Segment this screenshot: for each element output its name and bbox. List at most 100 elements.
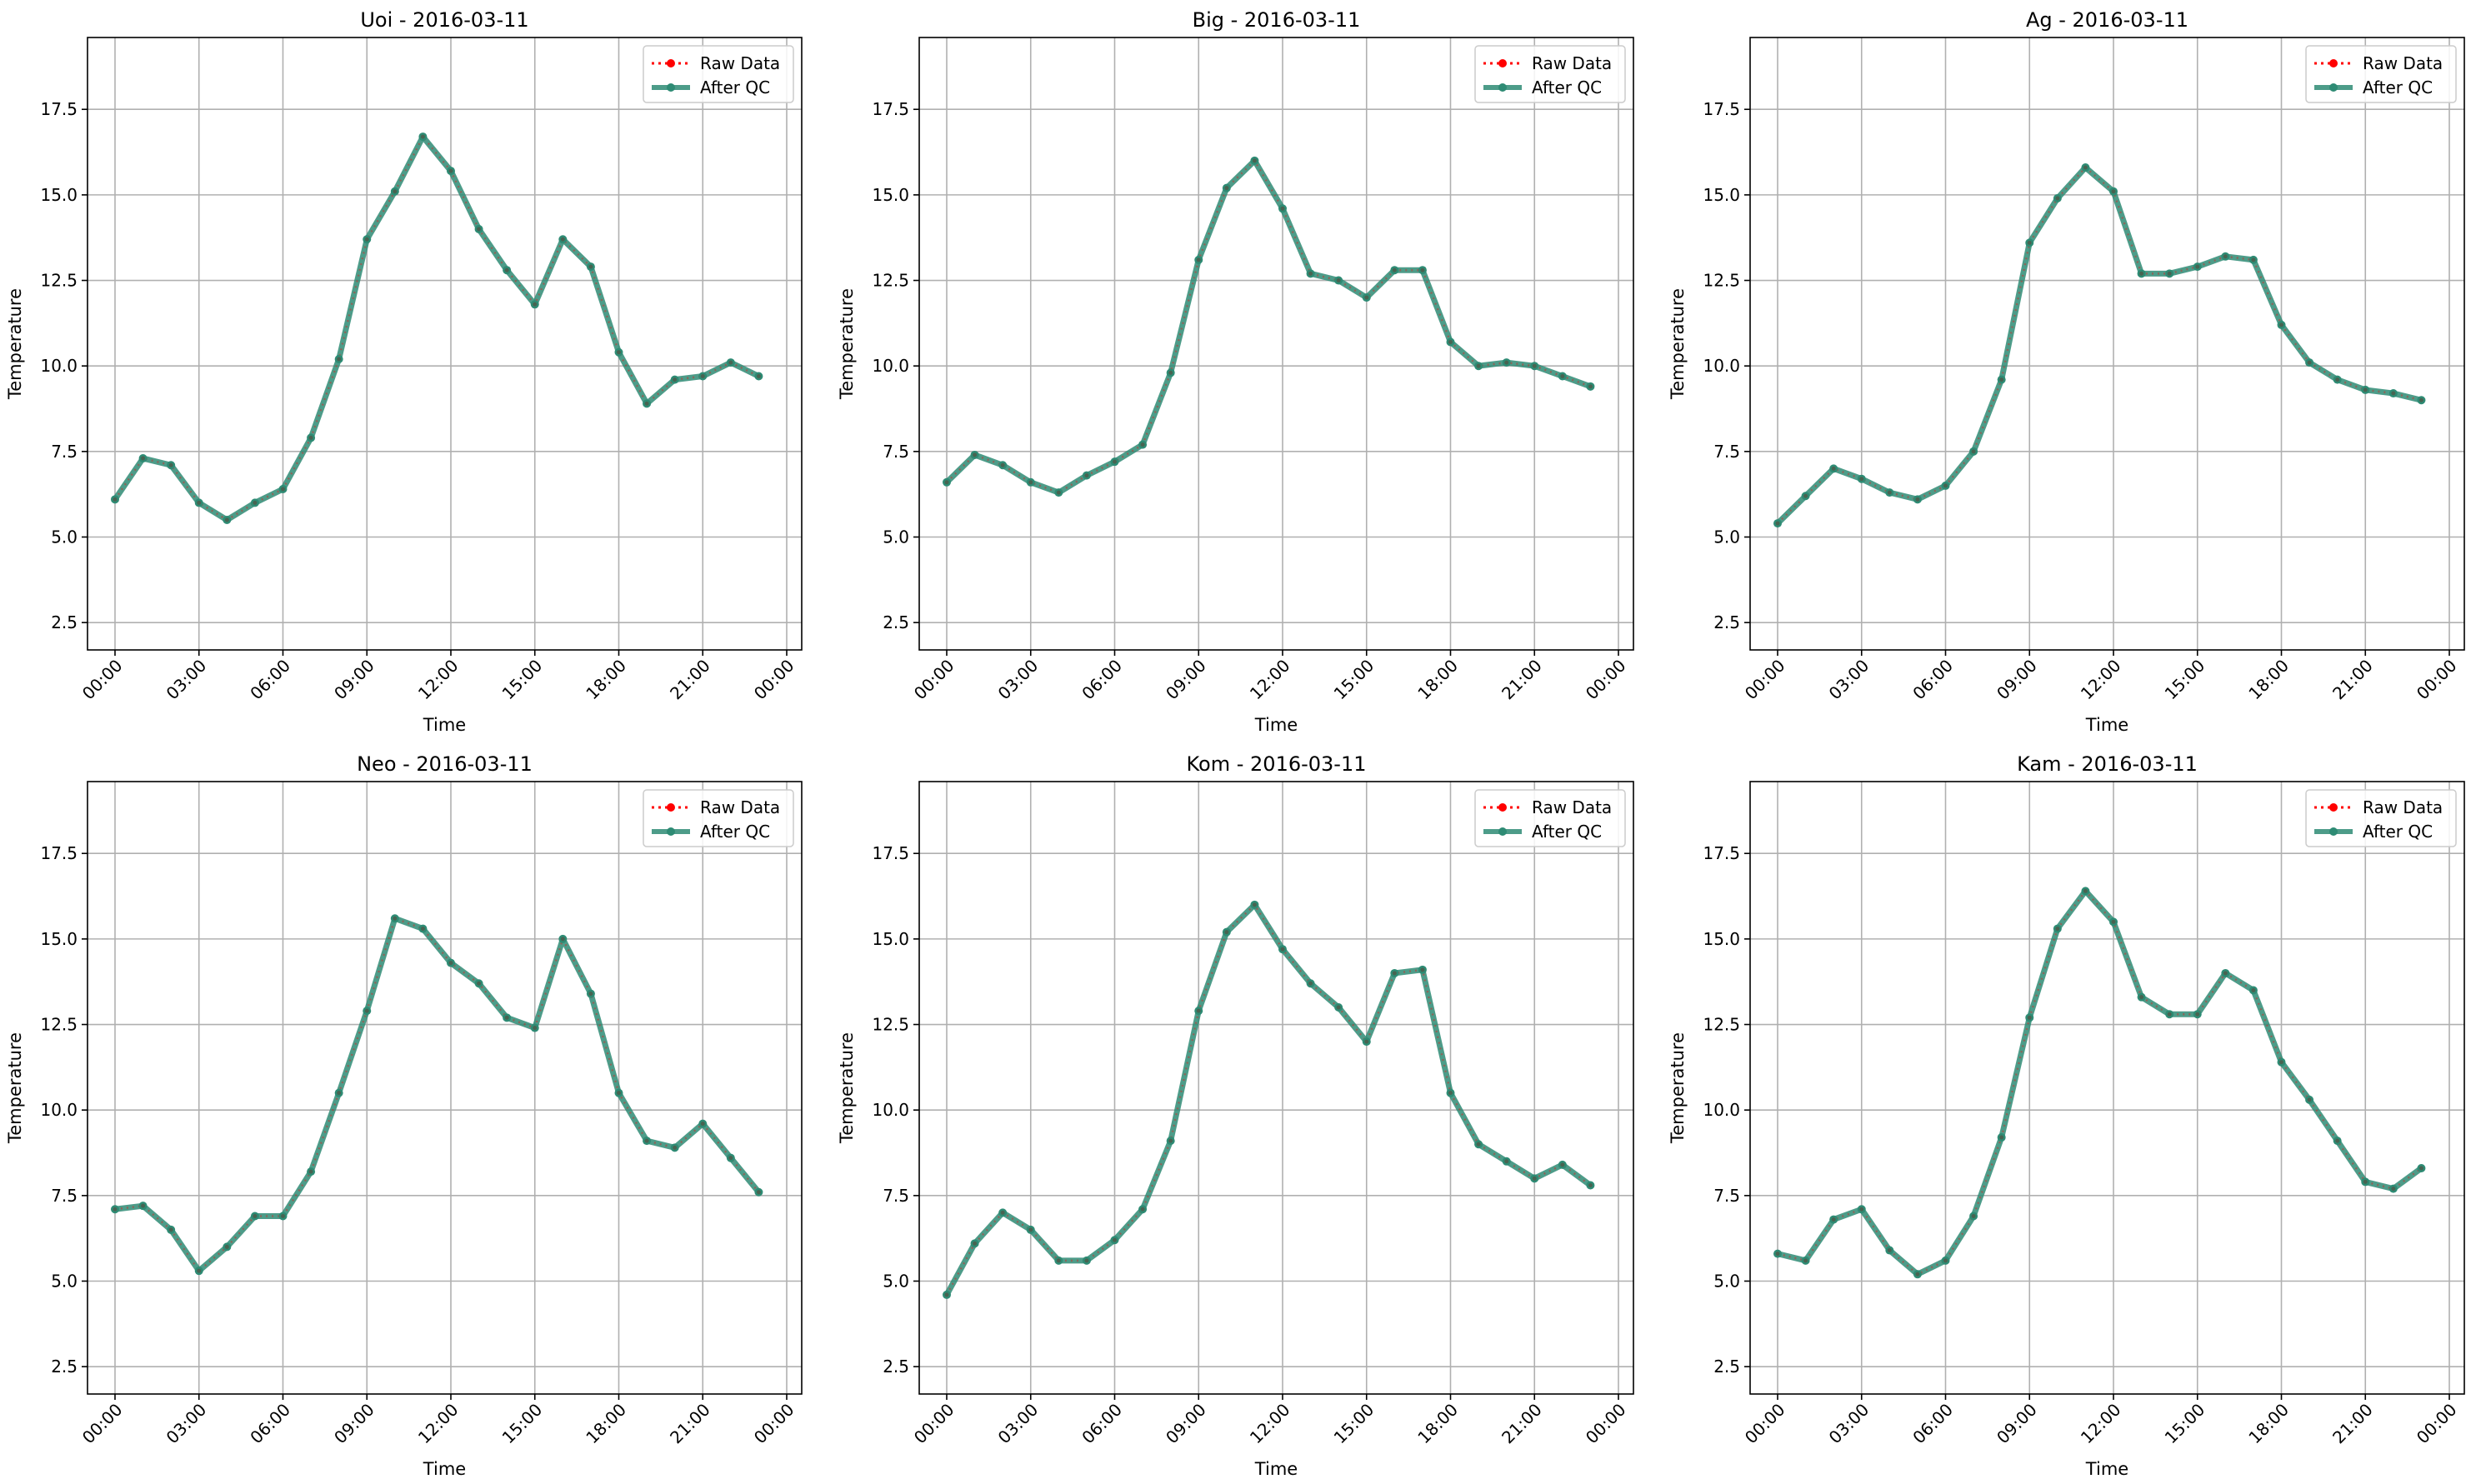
data-point-raw-data (1971, 1213, 1976, 1218)
data-point-raw-data (1084, 1258, 1089, 1263)
series-line-raw-data (1777, 889, 2423, 1276)
data-point-raw-data (308, 435, 313, 440)
x-tick-label: 21:00 (1498, 656, 1546, 704)
data-point-raw-data (1113, 459, 1117, 464)
y-axis-label: Temperature (1668, 288, 1688, 400)
data-point-raw-data (2418, 1166, 2423, 1171)
data-point-raw-data (420, 927, 425, 932)
data-point-raw-data (1504, 360, 1509, 365)
data-point-raw-data (588, 264, 593, 269)
data-point-raw-data (1252, 158, 1257, 163)
x-tick-label: 00:00 (78, 1400, 127, 1448)
series-line-raw-data (113, 134, 759, 522)
data-point-raw-data (1476, 1142, 1481, 1147)
data-point-raw-data (1140, 1207, 1145, 1212)
x-tick-label: 15:00 (1330, 656, 1378, 704)
data-point-raw-data (1448, 339, 1453, 344)
data-point-raw-data (420, 134, 425, 139)
data-point-raw-data (2335, 1138, 2340, 1143)
data-point-raw-data (1392, 971, 1397, 976)
y-tick-label: 7.5 (883, 442, 909, 462)
y-tick-label: 17.5 (1703, 99, 1740, 119)
series-line-after-qc (1775, 164, 2423, 526)
x-tick-label: 12:00 (1246, 656, 1294, 704)
data-point-raw-data (281, 487, 285, 492)
data-point-raw-data (617, 350, 621, 355)
x-axis-label: Time (423, 715, 466, 735)
data-point-raw-data (504, 267, 509, 272)
legend-marker-after-qc (2329, 827, 2338, 836)
series-line-raw-data (114, 917, 760, 1273)
y-axis-label: Temperature (1668, 1032, 1688, 1144)
x-tick-label: 06:00 (1078, 656, 1126, 704)
x-tick-label: 03:00 (1825, 1400, 1873, 1448)
x-tick-label: 18:00 (582, 656, 630, 704)
data-point-raw-data (253, 500, 258, 505)
data-point-raw-data (1196, 1008, 1201, 1013)
legend-label-after-qc: After QC (1532, 77, 1602, 97)
y-tick-label: 15.0 (1703, 185, 1740, 205)
legend-marker-raw-data (1498, 803, 1507, 812)
y-tick-label: 15.0 (872, 185, 909, 205)
y-tick-label: 5.0 (51, 1271, 78, 1291)
x-tick-label: 15:00 (1330, 1400, 1378, 1448)
data-point-raw-data (1999, 1135, 2004, 1140)
data-point-raw-data (1532, 1176, 1537, 1181)
series-line-raw-data (945, 902, 1592, 1296)
y-tick-label: 2.5 (51, 612, 78, 632)
x-tick-label: 21:00 (2328, 1400, 2377, 1448)
data-point-raw-data (644, 401, 649, 406)
legend: Raw Data After QC (2305, 45, 2457, 103)
x-tick-label: 00:00 (78, 656, 127, 704)
chart-title: Neo - 2016-03-11 (357, 752, 533, 776)
data-point-raw-data (644, 1138, 649, 1143)
data-point-raw-data (2027, 1015, 2032, 1020)
x-tick-label: 21:00 (1498, 1400, 1546, 1448)
chart-title: Kom - 2016-03-11 (1187, 752, 1367, 776)
data-point-raw-data (337, 357, 342, 362)
x-tick-label: 00:00 (910, 656, 958, 704)
x-axis-label: Time (2085, 715, 2128, 735)
x-tick-label: 09:00 (1993, 1400, 2041, 1448)
data-point-raw-data (1588, 384, 1593, 389)
data-point-raw-data (1560, 1162, 1565, 1167)
axes-frame (87, 37, 803, 651)
y-tick-label: 10.0 (872, 356, 909, 376)
y-tick-label: 12.5 (40, 271, 78, 291)
x-tick-label: 21:00 (666, 1400, 714, 1448)
data-point-raw-data (1859, 477, 1864, 482)
x-tick-label: 09:00 (1993, 656, 2041, 704)
y-tick-label: 7.5 (883, 1186, 909, 1206)
data-point-raw-data (1999, 377, 2004, 382)
x-axis-label: Time (1254, 1459, 1298, 1479)
y-tick-label: 5.0 (883, 527, 909, 547)
data-point-raw-data (1803, 1258, 1808, 1263)
y-tick-label: 2.5 (883, 1357, 909, 1377)
legend-label-after-qc: After QC (1532, 822, 1602, 842)
y-tick-label: 2.5 (883, 612, 909, 632)
data-point-raw-data (1196, 257, 1201, 262)
x-tick-label: 12:00 (2077, 656, 2125, 704)
x-tick-label: 06:00 (1908, 656, 1957, 704)
data-point-raw-data (308, 1169, 313, 1174)
legend-label-raw-data: Raw Data (2363, 53, 2443, 73)
data-point-raw-data (1364, 295, 1369, 300)
data-point-raw-data (2363, 1179, 2368, 1184)
legend-label-after-qc: After QC (700, 822, 770, 842)
x-tick-label: 09:00 (1162, 1400, 1210, 1448)
y-tick-label: 10.0 (872, 1100, 909, 1120)
legend: Raw Data After QC (1474, 789, 1626, 847)
y-tick-label: 2.5 (1713, 612, 1740, 632)
series-line-raw-data (1777, 166, 2422, 524)
data-point-raw-data (533, 1026, 538, 1031)
x-tick-label: 00:00 (750, 656, 798, 704)
y-tick-label: 12.5 (1703, 271, 1740, 291)
data-point-raw-data (141, 1203, 146, 1208)
y-tick-label: 5.0 (1713, 527, 1740, 547)
data-point-raw-data (2055, 927, 2060, 932)
data-point-raw-data (2055, 196, 2060, 201)
y-tick-label: 17.5 (872, 843, 909, 863)
y-tick-label: 15.0 (40, 929, 78, 949)
x-tick-label: 12:00 (2077, 1400, 2125, 1448)
x-tick-label: 09:00 (1162, 656, 1210, 704)
